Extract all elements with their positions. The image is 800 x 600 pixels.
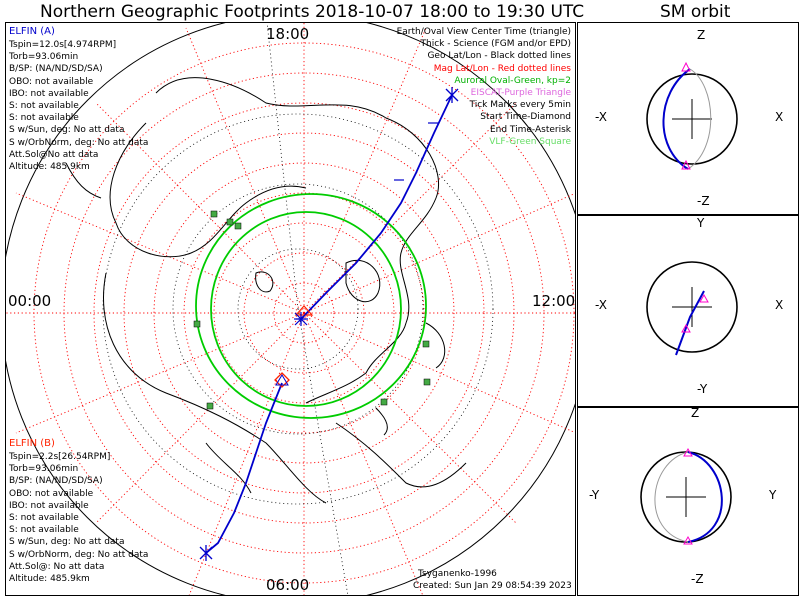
eiscat-triangle [294, 305, 314, 316]
orbit-axis-right: X [775, 110, 784, 124]
mlt-label-left: 00:00 [8, 292, 52, 310]
orbit-plot-xy [646, 261, 738, 356]
legend-entry: VLF-Green Square [489, 136, 571, 147]
elfin-a-center-cross [294, 312, 308, 326]
elfin-a-info-line: S: not available [9, 113, 79, 124]
orbit-axis-left: -Y [589, 488, 600, 502]
elfin-b-info-line: S w/Sun, deg: No att data [9, 537, 125, 548]
orbit-axis-right: Y [769, 488, 777, 502]
elfin-b-info-line: IBO: not available [9, 500, 89, 511]
orbit-axis-right: X [775, 298, 784, 312]
elfin-b-info-line: B/SP: (NA/ND/SD/SA) [9, 476, 103, 487]
elfin-a-info-line: OBO: not available [9, 76, 94, 87]
elfin-a-info-line: Tspin=12.0s[4.974RPM] [9, 40, 117, 50]
elfin-b-info-line: Torb=93.06min [9, 464, 79, 475]
elfin-b-end-asterisk [199, 545, 213, 561]
legend-entry: Geo Lat/Lon - Black dotted lines [427, 51, 571, 62]
orbit-axis-left: -X [595, 298, 607, 312]
orbit-axis-top: Z [697, 28, 706, 42]
orbit-axis-bottom: -Z [691, 572, 704, 586]
elfin-b-view-triangle [275, 374, 289, 386]
elfin-a-end-asterisk [445, 87, 459, 103]
elfin-a-info-line: Att.Sol@No att data [9, 149, 99, 160]
elfin-b-label: ELFIN (B) [9, 438, 55, 449]
elfin-a-info-line: S: not available [9, 101, 79, 111]
elfin-b-info-line: OBO: not available [9, 488, 94, 499]
elfin-a-info-line: IBO: not available [9, 88, 89, 99]
map-title: Northern Geographic Footprints 2018-10-0… [40, 2, 585, 22]
orbit-panel-yz [577, 406, 799, 596]
legend-entry: Tick Marks every 5min [469, 100, 571, 111]
elfin-b-info-line: S: not available [9, 513, 79, 523]
elfin-a-info-line: B/SP: (NA/ND/SD/SA) [9, 64, 103, 75]
legend-entry: End Time-Asterisk [489, 124, 571, 135]
mag-lat-grid [6, 23, 575, 595]
mlt-label-top: 18:00 [266, 25, 310, 43]
orbit-plot-yz [640, 447, 732, 545]
footer-model: Tsyganenko-1996 [418, 569, 497, 579]
footer-created: Created: Sun Jan 29 08:54:39 2023 [413, 581, 572, 591]
legend-entry: Thick - Science (FGM and/or EPD) [420, 39, 571, 50]
elfin-a-label: ELFIN (A) [9, 26, 55, 37]
orbit-panel-xy [577, 214, 799, 408]
elfin-a-info-line: S w/Sun, deg: No att data [9, 125, 125, 136]
elfin-b-info-line: Att.Sol@: No att data [9, 561, 105, 572]
orbit-axis-left: -X [595, 110, 607, 124]
elfin-a-info-line: Torb=93.06min [9, 52, 79, 63]
mlt-label-bottom: 06:00 [266, 576, 310, 594]
legend-entry: Earth/Oval View Center Time (triangle) [396, 27, 571, 37]
elfin-a-info-line: Altitude: 485.9km [9, 162, 90, 172]
elfin-b-track [205, 382, 283, 554]
elfin-b-info-line: S w/OrbNorm, deg: No att data [9, 549, 149, 560]
footprint-map-panel [5, 22, 576, 596]
legend-entry: EISCAT-Purple Triangle [470, 88, 571, 98]
elfin-b-info-line: Altitude: 485.9km [9, 574, 90, 584]
auroral-oval [195, 193, 427, 419]
orbit-plot-xz [646, 61, 738, 170]
orbit-panel-xz [577, 22, 799, 216]
coastlines [65, 77, 467, 504]
elfin-a-info-line: S w/OrbNorm, deg: No att data [9, 137, 149, 148]
legend-entry: Start Time-Diamond [480, 112, 571, 123]
elfin-b-info-line: Tspin=2.2s[26.54RPM] [9, 452, 111, 462]
mlt-label-right: 12:00 [532, 292, 576, 310]
orbit-title: SM orbit [660, 2, 731, 22]
legend-entry: Mag Lat/Lon - Red dotted lines [433, 63, 571, 74]
footprint-map [6, 23, 575, 595]
orbit-axis-bottom: -Y [697, 382, 708, 396]
legend-entry: Auroral Oval-Green, kp=2 [454, 75, 571, 86]
geo-lat-grid [102, 23, 494, 595]
orbit-axis-bottom: -Z [697, 194, 710, 208]
orbit-axis-top: Z [691, 406, 700, 420]
elfin-b-info-line: S: not available [9, 525, 79, 536]
vlf-stations [193, 210, 431, 410]
elfin-b-start-diamond [274, 372, 290, 388]
orbit-axis-top: Y [697, 216, 705, 230]
